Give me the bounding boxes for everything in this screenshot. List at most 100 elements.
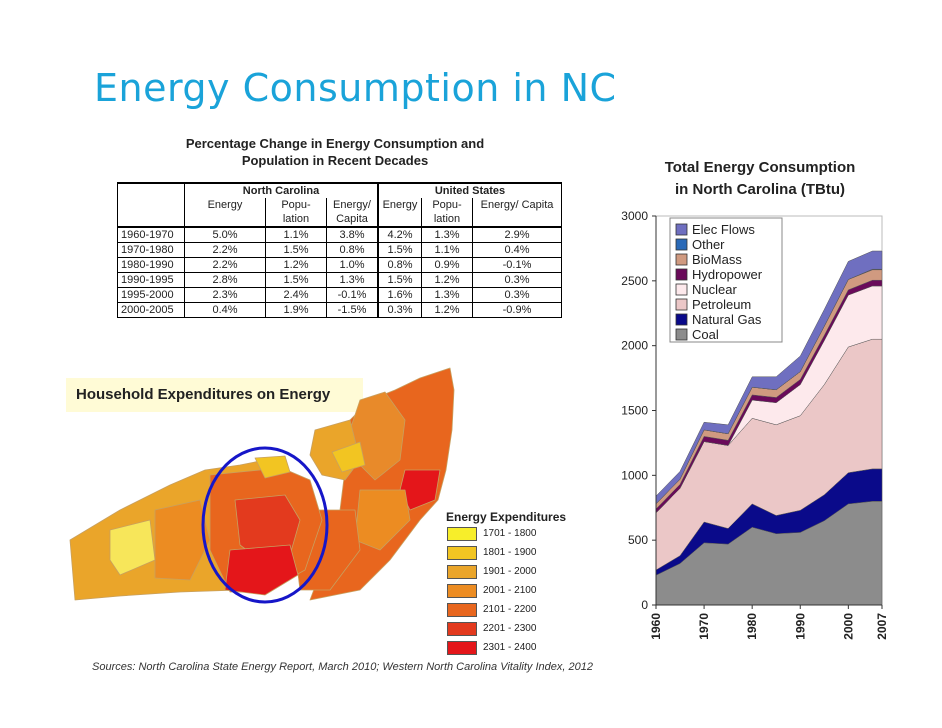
nc-energy-header: Energy	[184, 198, 266, 212]
table-group-header-row: North Carolina United States	[117, 182, 562, 198]
table-row: 2000-2005 0.4% 1.9% -1.5% 0.3% 1.2% -0.9%	[117, 302, 562, 318]
table-blank-cell	[377, 212, 422, 228]
map-region-west-central	[154, 499, 211, 581]
chart-title-line1: Total Energy Consumption	[664, 159, 856, 176]
y-tick-label: 1000	[621, 468, 648, 482]
y-tick-label: 1500	[621, 404, 648, 418]
y-tick-label: 0	[641, 598, 648, 612]
chart-legend-swatch	[675, 313, 688, 326]
percentage-change-table: North Carolina United States Energy Popu…	[117, 182, 562, 318]
table-cell-nc-epc: -0.1%	[326, 287, 379, 303]
table-cell-us-energy: 1.6%	[377, 287, 422, 303]
map-region-core-highest	[224, 544, 299, 596]
table-title-line2: Population in Recent Decades	[241, 153, 429, 168]
chart-title-line2: in North Carolina (TBtu)	[675, 181, 845, 198]
map-legend-swatch	[447, 603, 477, 617]
table-cell-nc-epc: -1.5%	[326, 302, 379, 318]
table-blank-cell	[117, 198, 185, 212]
table-blank-cell	[472, 212, 562, 228]
chart-legend-swatch	[675, 268, 688, 281]
map-legend-swatch	[447, 584, 477, 598]
table-cell-us-pop: 1.3%	[421, 226, 473, 243]
nc-energy-per-capita-header: Energy/	[326, 198, 379, 212]
us-population-header-2: lation	[421, 212, 473, 228]
table-cell-us-energy: 0.3%	[377, 302, 422, 318]
map-legend-label: 1801 - 1900	[483, 547, 537, 558]
table-corner-cell	[117, 182, 185, 198]
table-cell-nc-pop: 2.4%	[265, 287, 327, 303]
sources-note: Sources: North Carolina State Energy Rep…	[92, 661, 593, 673]
map-region-pale-county	[331, 441, 366, 473]
chart-legend-label: Other	[692, 237, 725, 252]
table-cell-us-epc: -0.1%	[472, 257, 562, 273]
map-legend-label: 2301 - 2400	[483, 642, 537, 653]
table-cell-us-epc: 0.3%	[472, 287, 562, 303]
chart-legend-swatch	[675, 253, 688, 266]
us-population-header: Popu-	[421, 198, 473, 212]
table-cell-us-energy: 4.2%	[377, 226, 422, 243]
chart-legend-swatch	[675, 238, 688, 251]
map-legend-swatch	[447, 565, 477, 579]
table-cell-period: 1970-1980	[117, 242, 185, 258]
nc-population-header: Popu-	[265, 198, 327, 212]
table-blank-cell	[184, 212, 266, 228]
us-energy-header: Energy	[377, 198, 422, 212]
map-region-yellow-north	[254, 455, 291, 479]
map-legend-label: 2201 - 2300	[483, 623, 537, 634]
y-tick-label: 500	[628, 533, 648, 547]
x-tick-label: 1970	[697, 613, 711, 640]
chart-legend-label: Petroleum	[692, 297, 751, 312]
table-cell-nc-pop: 1.5%	[265, 242, 327, 258]
y-tick-label: 3000	[621, 209, 648, 223]
highlight-ellipse	[201, 446, 329, 604]
table-cell-nc-pop: 1.5%	[265, 272, 327, 288]
map-legend-swatch	[447, 527, 477, 541]
table-cell-us-pop: 1.3%	[421, 287, 473, 303]
table-cell-us-pop: 1.1%	[421, 242, 473, 258]
map-region-far-west	[109, 519, 156, 576]
x-tick-label: 2000	[841, 613, 855, 640]
table-cell-us-pop: 0.9%	[421, 257, 473, 273]
chart-legend-label: Hydropower	[692, 267, 763, 282]
table-cell-nc-energy: 2.3%	[184, 287, 266, 303]
map-region-east-coast	[399, 469, 441, 511]
table-cell-period: 2000-2005	[117, 302, 185, 318]
x-tick-label: 1980	[745, 613, 759, 640]
table-cell-us-epc: -0.9%	[472, 302, 562, 318]
table-cell-nc-energy: 5.0%	[184, 226, 266, 243]
y-tick-label: 2000	[621, 339, 648, 353]
nc-county-map	[69, 367, 455, 604]
chart-legend-label: Coal	[692, 327, 719, 342]
table-cell-us-pop: 1.2%	[421, 272, 473, 288]
table-title-line1: Percentage Change in Energy Consumption …	[185, 136, 485, 151]
map-legend-label: 2101 - 2200	[483, 604, 537, 615]
chart-legend-swatch	[675, 223, 688, 236]
table-cell-us-epc: 0.3%	[472, 272, 562, 288]
map-title: Household Expenditures on Energy	[66, 378, 363, 412]
map-legend-swatch	[447, 546, 477, 560]
table-cell-us-pop: 1.2%	[421, 302, 473, 318]
area-series-elec-flows	[655, 250, 883, 505]
slide-title: Energy Consumption in NC	[94, 66, 617, 110]
chart-legend-label: Elec Flows	[692, 222, 755, 237]
chart-legend-label: BioMass	[692, 252, 742, 267]
map-legend-swatch	[447, 641, 477, 655]
chart-legend-swatch	[675, 283, 688, 296]
table-cell-us-energy: 0.8%	[377, 257, 422, 273]
table-cell-period: 1980-1990	[117, 257, 185, 273]
nc-population-header-2: lation	[265, 212, 327, 228]
table-cell-period: 1995-2000	[117, 287, 185, 303]
map-legend-swatch	[447, 622, 477, 636]
table-cell-nc-energy: 2.8%	[184, 272, 266, 288]
chart-legend-swatch	[675, 298, 688, 311]
table-row: 1990-1995 2.8% 1.5% 1.3% 1.5% 1.2% 0.3%	[117, 272, 562, 288]
us-energy-per-capita-header: Energy/ Capita	[472, 198, 562, 212]
table-cell-nc-energy: 2.2%	[184, 257, 266, 273]
table-row: 1960-1970 5.0% 1.1% 3.8% 4.2% 1.3% 2.9%	[117, 226, 562, 243]
map-legend-label: 1701 - 1800	[483, 528, 537, 539]
nc-energy-per-capita-header-2: Capita	[326, 212, 379, 228]
table-cell-nc-energy: 0.4%	[184, 302, 266, 318]
table-header-row-2: lation Capita lation	[117, 212, 562, 228]
table-cell-nc-pop: 1.9%	[265, 302, 327, 318]
map-legend-label: 1901 - 2000	[483, 566, 537, 577]
